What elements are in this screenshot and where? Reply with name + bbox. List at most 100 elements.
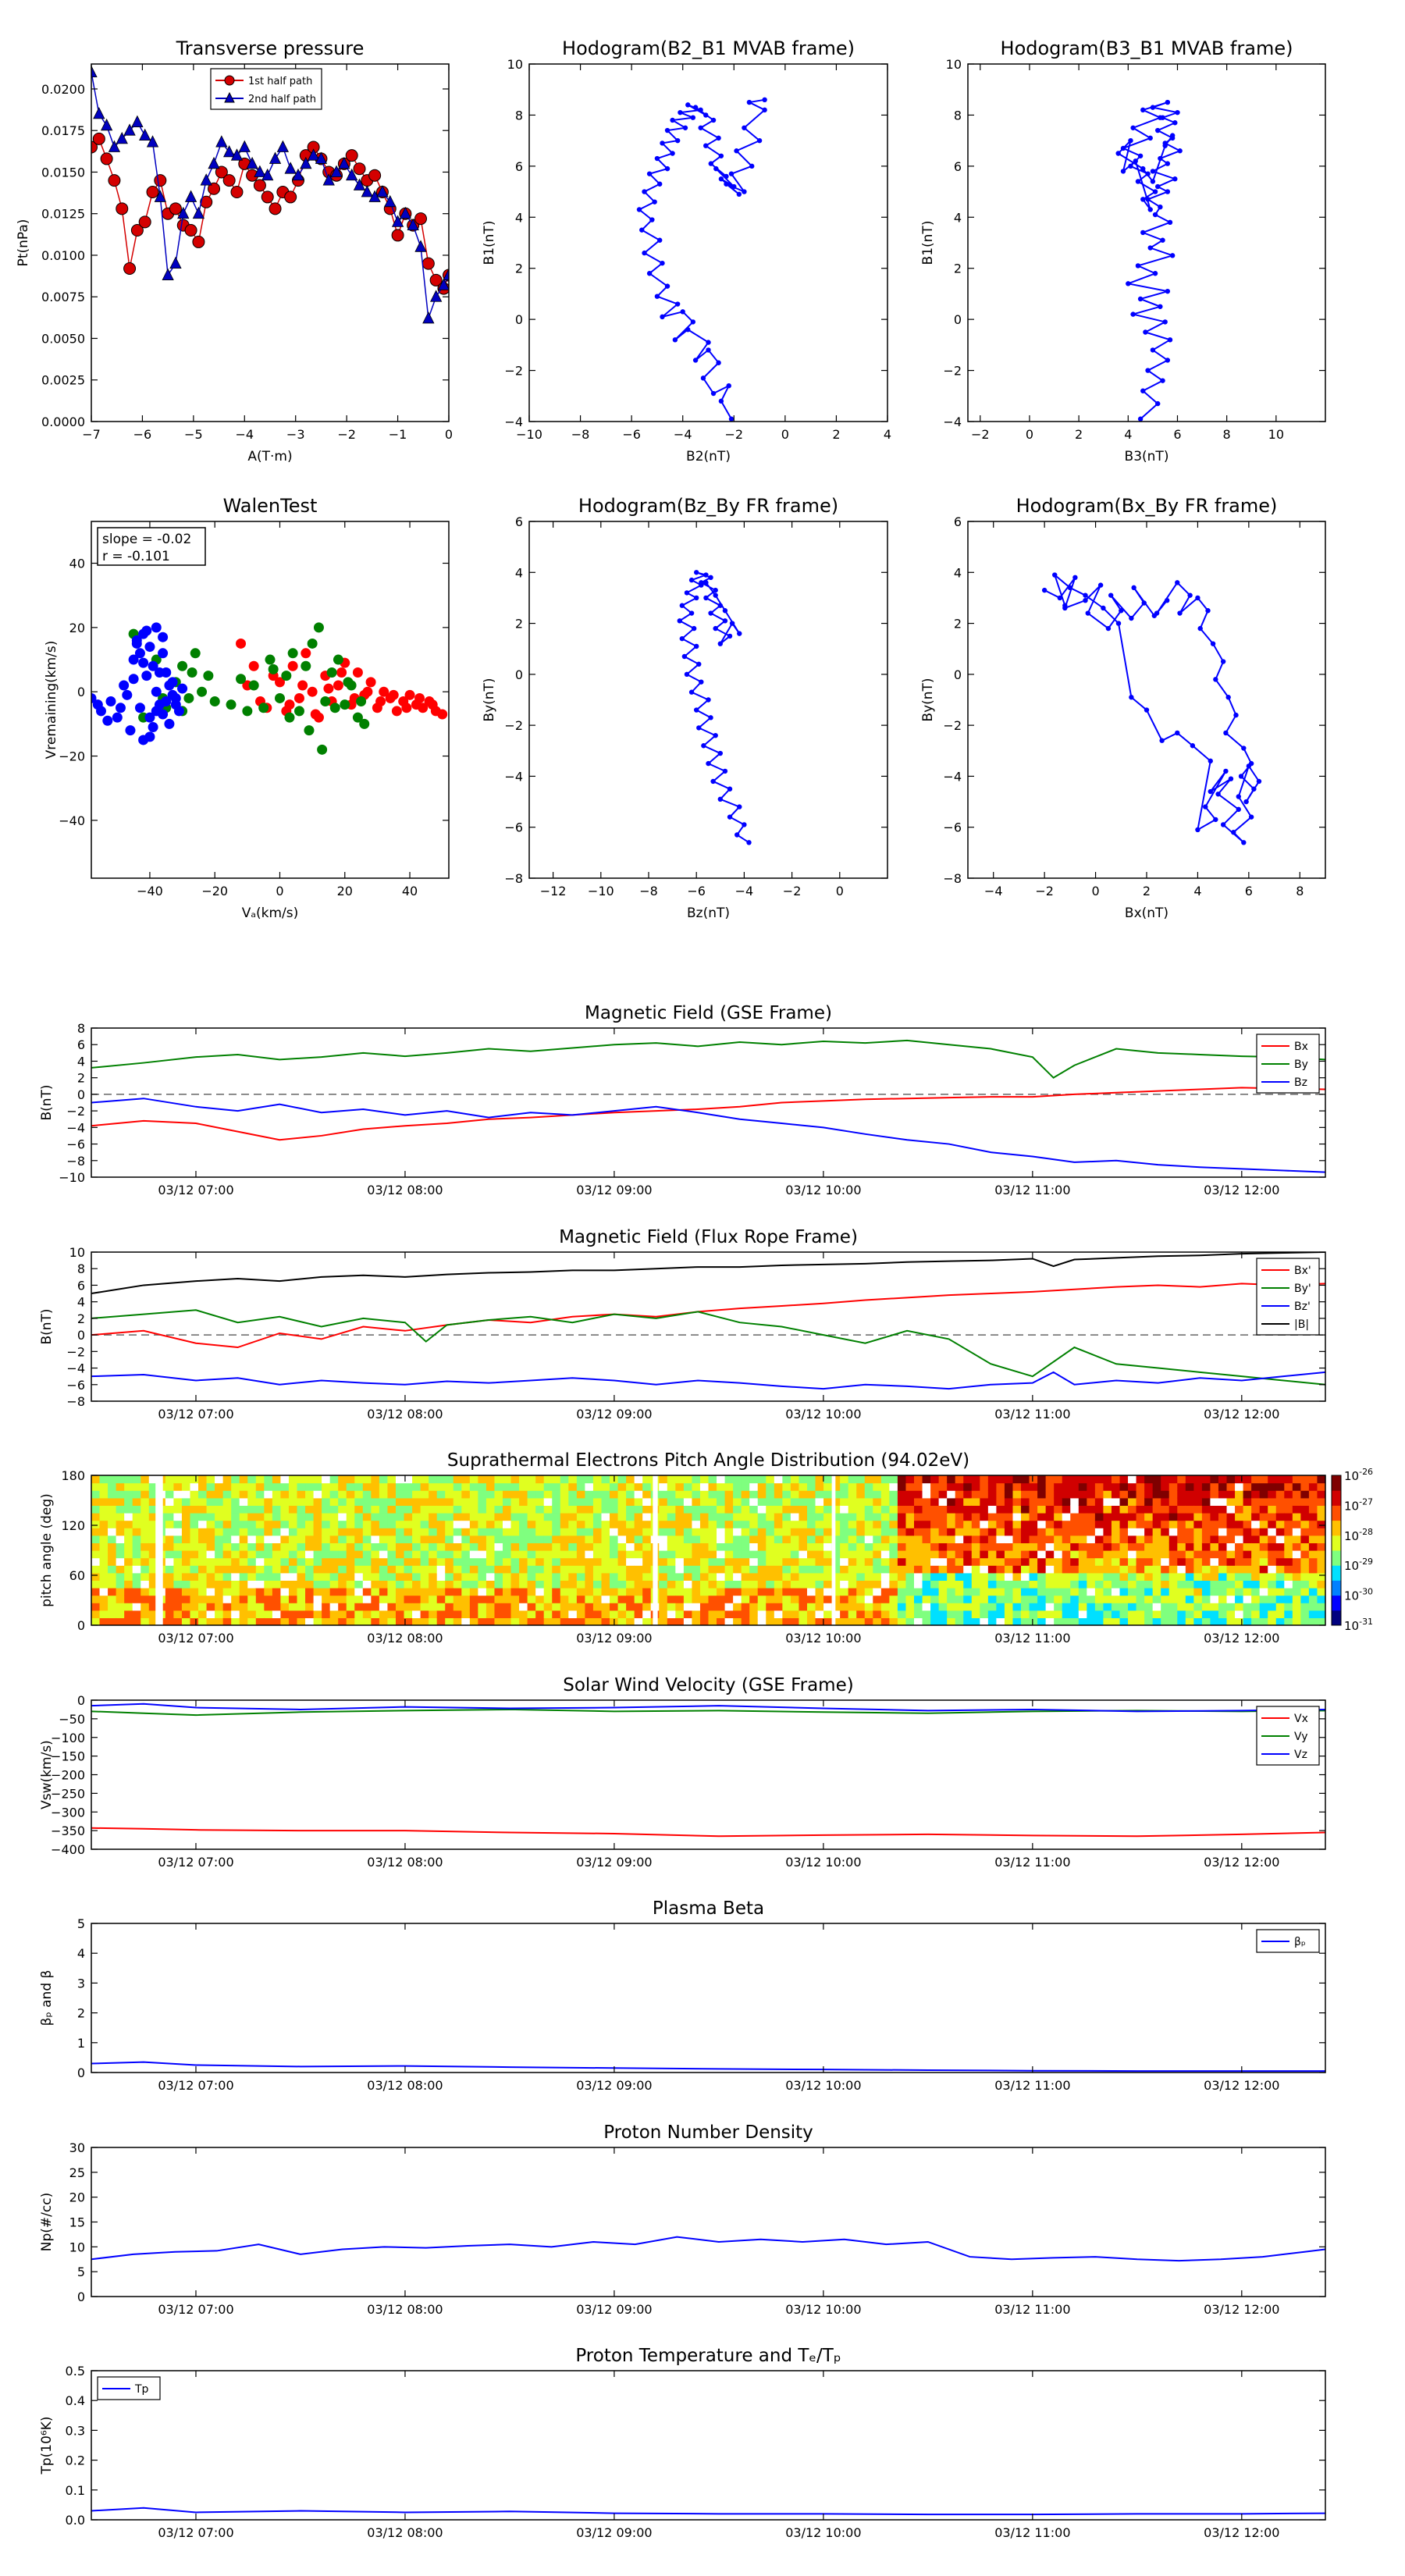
heatmap-cell — [1226, 1588, 1236, 1596]
heatmap-cell — [420, 1542, 429, 1551]
heatmap-cell — [99, 1520, 108, 1528]
data-point — [230, 186, 244, 199]
heatmap-cell — [560, 1603, 569, 1611]
heatmap-cell — [453, 1528, 462, 1536]
heatmap-cell — [840, 1528, 849, 1536]
heatmap-cell — [1062, 1475, 1071, 1484]
heatmap-cell — [420, 1475, 429, 1484]
heatmap-cell — [206, 1610, 215, 1618]
y-tick-label: 0 — [77, 1328, 85, 1343]
heatmap-cell — [1078, 1610, 1087, 1618]
heatmap-cell — [980, 1513, 989, 1521]
heatmap-cell — [905, 1475, 915, 1484]
y-tick-label: 2 — [77, 2006, 85, 2021]
heatmap-cell — [404, 1490, 413, 1499]
heatmap-cell — [905, 1482, 915, 1491]
heatmap-cell — [905, 1535, 915, 1543]
heatmap-cell — [140, 1610, 150, 1618]
heatmap-cell — [206, 1617, 215, 1625]
heatmap-cell — [272, 1588, 282, 1596]
data-point — [1120, 169, 1126, 174]
heatmap-cell — [1185, 1490, 1194, 1499]
heatmap-cell — [1210, 1580, 1219, 1589]
heatmap-cell — [165, 1497, 174, 1506]
heatmap-cell — [148, 1482, 158, 1491]
heatmap-cell — [1094, 1588, 1104, 1596]
data-point — [1131, 585, 1136, 591]
heatmap-cell — [1284, 1610, 1293, 1618]
heatmap-cell — [322, 1595, 331, 1603]
colorbar-frame — [1331, 1475, 1342, 1626]
data-point — [414, 240, 427, 252]
heatmap-cell — [1037, 1497, 1047, 1506]
heatmap-cell — [239, 1505, 248, 1514]
heatmap-cell — [1037, 1528, 1047, 1536]
data-point — [1108, 592, 1114, 598]
heatmap-cell — [947, 1572, 956, 1581]
heatmap-cell — [699, 1513, 710, 1521]
heatmap-cell — [429, 1535, 438, 1543]
heatmap-cell — [806, 1603, 816, 1611]
heatmap-cell — [165, 1610, 174, 1618]
y-tick-label: 0.5 — [66, 2364, 85, 2379]
heatmap-cell — [699, 1482, 710, 1491]
heatmap-cell — [469, 1535, 478, 1543]
heatmap-cell — [519, 1505, 528, 1514]
heatmap-cell — [1045, 1580, 1055, 1589]
heatmap-cell — [864, 1610, 873, 1618]
heatmap-cell — [429, 1520, 438, 1528]
heatmap-cell — [247, 1505, 257, 1514]
heatmap-cell — [445, 1572, 454, 1581]
y-tick-label: 1 — [77, 2036, 85, 2051]
heatmap-cell — [543, 1588, 553, 1596]
data-point — [1128, 163, 1133, 169]
y-tick-label: 8 — [954, 108, 962, 123]
heatmap-cell — [305, 1557, 315, 1566]
heatmap-cell — [206, 1572, 215, 1581]
data-point — [706, 340, 711, 345]
heatmap-cell — [1268, 1580, 1277, 1589]
heatmap-cell — [733, 1490, 742, 1499]
heatmap-cell — [362, 1557, 372, 1566]
plot-area — [91, 1039, 1325, 1173]
heatmap-cell — [429, 1588, 438, 1596]
data-point — [742, 822, 747, 827]
data-point — [1137, 153, 1144, 158]
heatmap-cell — [1210, 1588, 1219, 1596]
heatmap-cell — [1193, 1482, 1203, 1491]
x-tick-label: 4 — [1124, 427, 1132, 442]
heatmap-cell — [338, 1520, 347, 1528]
heatmap-cell — [1243, 1557, 1252, 1566]
data-point — [1238, 774, 1244, 779]
heatmap-cell — [782, 1490, 791, 1499]
heatmap-cell — [1161, 1610, 1170, 1618]
heatmap-cell — [675, 1550, 685, 1559]
heatmap-cell — [717, 1580, 726, 1589]
heatmap-cell — [592, 1497, 603, 1506]
y-tick-label: 0.1 — [66, 2483, 85, 2498]
heatmap-cell — [371, 1557, 380, 1566]
heatmap-cell — [132, 1603, 141, 1611]
data-point — [1130, 125, 1136, 130]
data-point — [1223, 730, 1229, 736]
heatmap-cell — [247, 1475, 257, 1484]
heatmap-cell — [914, 1610, 923, 1618]
heatmap-cell — [140, 1505, 150, 1514]
heatmap-cell — [132, 1565, 141, 1574]
data-point — [138, 735, 149, 745]
heatmap-cell — [1062, 1505, 1071, 1514]
heatmap-cell — [1037, 1610, 1047, 1618]
heatmap-cell — [552, 1475, 561, 1484]
heatmap-cell — [1226, 1617, 1236, 1625]
heatmap-cell — [108, 1490, 117, 1499]
heatmap-cell — [699, 1565, 710, 1574]
heatmap-cell — [724, 1588, 734, 1596]
heatmap-cell — [963, 1610, 973, 1618]
heatmap-cell — [617, 1572, 627, 1581]
heatmap-cell — [692, 1513, 701, 1521]
heatmap-cell — [173, 1610, 183, 1618]
data-point — [102, 715, 113, 726]
heatmap-cell — [963, 1580, 973, 1589]
heatmap-cell — [880, 1535, 890, 1543]
